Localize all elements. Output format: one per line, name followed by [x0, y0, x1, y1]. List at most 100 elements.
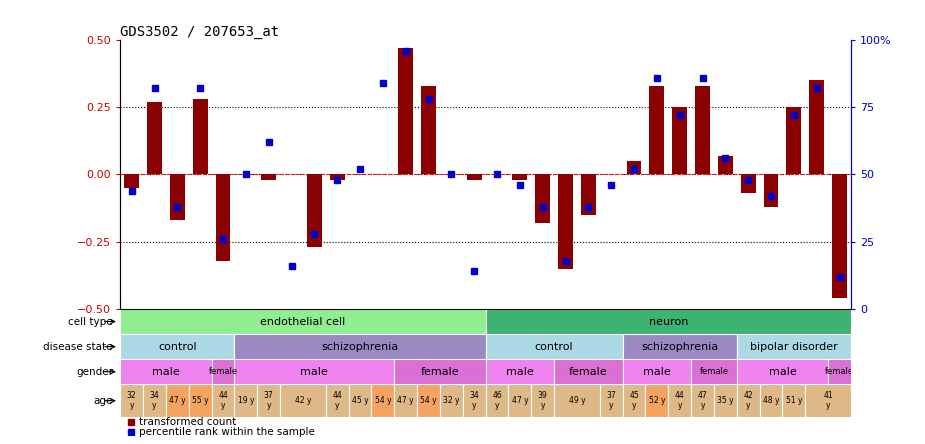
- Bar: [234, 385, 257, 417]
- Text: 54 y: 54 y: [420, 396, 437, 405]
- Text: 52 y: 52 y: [648, 396, 665, 405]
- Text: 42
y: 42 y: [744, 392, 753, 410]
- Bar: [828, 359, 851, 385]
- Text: disease state: disease state: [43, 341, 113, 352]
- Text: cell type: cell type: [68, 317, 113, 326]
- Bar: [486, 309, 851, 334]
- Bar: [394, 385, 417, 417]
- Text: age: age: [93, 396, 113, 406]
- Text: schizophrenia: schizophrenia: [641, 341, 719, 352]
- Bar: [486, 359, 554, 385]
- Bar: [806, 385, 851, 417]
- Text: 47 y: 47 y: [512, 396, 528, 405]
- Bar: [417, 385, 440, 417]
- Text: male: male: [506, 367, 534, 377]
- Text: gender: gender: [76, 367, 113, 377]
- Text: endothelial cell: endothelial cell: [260, 317, 346, 326]
- Text: 37
y: 37 y: [607, 392, 616, 410]
- Text: 34
y: 34 y: [150, 392, 159, 410]
- Bar: [558, 174, 573, 269]
- Bar: [120, 359, 212, 385]
- Text: 48 y: 48 y: [763, 396, 780, 405]
- Text: control: control: [158, 341, 197, 352]
- Bar: [626, 161, 641, 174]
- Bar: [718, 156, 733, 174]
- Text: control: control: [535, 341, 574, 352]
- Bar: [486, 385, 509, 417]
- Bar: [737, 334, 851, 359]
- Text: 34
y: 34 y: [469, 392, 479, 410]
- Bar: [832, 174, 847, 298]
- Bar: [192, 99, 207, 174]
- Text: 47
y: 47 y: [697, 392, 708, 410]
- Text: 55 y: 55 y: [191, 396, 208, 405]
- Bar: [554, 385, 599, 417]
- Text: 39
y: 39 y: [537, 392, 548, 410]
- Text: female: female: [825, 367, 854, 376]
- Bar: [786, 107, 801, 174]
- Bar: [696, 86, 710, 174]
- Text: 44
y: 44 y: [675, 392, 684, 410]
- Bar: [737, 359, 828, 385]
- Bar: [509, 385, 531, 417]
- Text: bipolar disorder: bipolar disorder: [750, 341, 838, 352]
- Text: 19 y: 19 y: [238, 396, 254, 405]
- Bar: [120, 334, 234, 359]
- Bar: [649, 86, 664, 174]
- Bar: [326, 385, 349, 417]
- Bar: [440, 385, 462, 417]
- Text: 45 y: 45 y: [352, 396, 368, 405]
- Bar: [166, 385, 189, 417]
- Bar: [349, 385, 372, 417]
- Bar: [512, 174, 527, 180]
- Bar: [421, 86, 436, 174]
- Bar: [668, 385, 691, 417]
- Bar: [623, 359, 691, 385]
- Text: 49 y: 49 y: [569, 396, 586, 405]
- Bar: [216, 174, 230, 261]
- Bar: [234, 334, 486, 359]
- Text: neuron: neuron: [648, 317, 688, 326]
- Bar: [554, 359, 623, 385]
- Text: 44
y: 44 y: [332, 392, 342, 410]
- Text: 32
y: 32 y: [127, 392, 137, 410]
- Text: 41
y: 41 y: [823, 392, 833, 410]
- Text: female: female: [699, 367, 729, 376]
- Text: 42 y: 42 y: [295, 396, 311, 405]
- Bar: [759, 385, 783, 417]
- Bar: [212, 385, 234, 417]
- Text: 35 y: 35 y: [717, 396, 734, 405]
- Text: 37
y: 37 y: [264, 392, 274, 410]
- Text: female: female: [208, 367, 238, 376]
- Bar: [714, 385, 737, 417]
- Bar: [261, 174, 276, 180]
- Text: schizophrenia: schizophrenia: [321, 341, 399, 352]
- Text: male: male: [301, 367, 328, 377]
- Bar: [120, 309, 486, 334]
- Bar: [467, 174, 482, 180]
- Text: male: male: [152, 367, 179, 377]
- Text: 47 y: 47 y: [398, 396, 414, 405]
- Bar: [623, 334, 737, 359]
- Text: GDS3502 / 207653_at: GDS3502 / 207653_at: [120, 25, 279, 39]
- Bar: [672, 107, 687, 174]
- Bar: [741, 174, 756, 193]
- Bar: [646, 385, 668, 417]
- Text: 45
y: 45 y: [629, 392, 639, 410]
- Text: percentile rank within the sample: percentile rank within the sample: [139, 428, 314, 437]
- Text: 46
y: 46 y: [492, 392, 502, 410]
- Bar: [234, 359, 394, 385]
- Bar: [394, 359, 486, 385]
- Bar: [120, 385, 143, 417]
- Bar: [170, 174, 185, 220]
- Text: 54 y: 54 y: [375, 396, 391, 405]
- Bar: [486, 334, 623, 359]
- Bar: [536, 174, 550, 223]
- Bar: [691, 359, 737, 385]
- Bar: [330, 174, 345, 180]
- Text: male: male: [643, 367, 671, 377]
- Bar: [737, 385, 759, 417]
- Text: female: female: [569, 367, 608, 377]
- Text: 44
y: 44 y: [218, 392, 228, 410]
- Bar: [307, 174, 322, 247]
